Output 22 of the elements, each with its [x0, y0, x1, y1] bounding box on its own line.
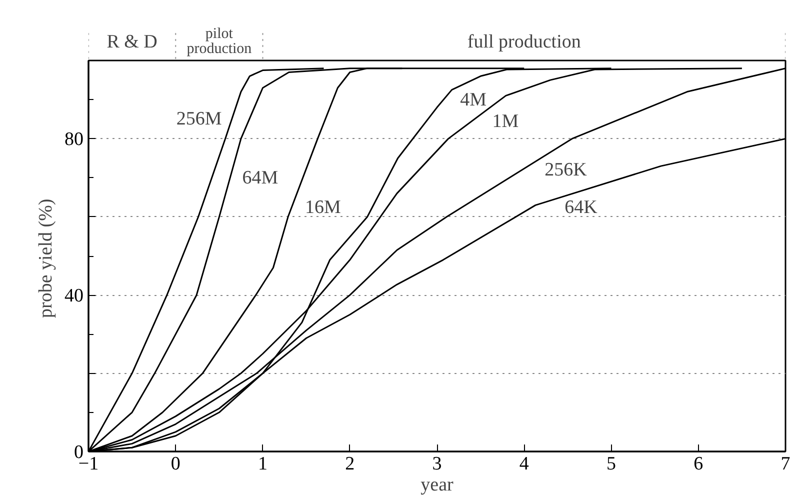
annotation: 64M	[242, 167, 278, 188]
x-tick-label: 0	[170, 454, 180, 474]
x-tick-label: 2	[345, 454, 355, 474]
text: full production	[467, 31, 582, 52]
x-tick-label: 4	[519, 454, 530, 474]
x-tick-label: 7	[780, 454, 790, 474]
x-tick-label: 6	[694, 454, 704, 474]
annotation: 64K	[564, 196, 598, 218]
x-tick-label: 5	[606, 454, 616, 474]
annotation: 16M	[304, 196, 341, 218]
x-tick-label: 1	[258, 454, 268, 474]
y-tick-label: 40	[64, 286, 84, 307]
y-axis-title: probe yield (%)	[36, 198, 56, 318]
annotation: 256K	[544, 160, 588, 181]
x-axis-title: year	[420, 474, 454, 496]
annotation: 1M	[492, 110, 519, 132]
annotation: 256M	[176, 108, 222, 130]
text: pilot production	[186, 26, 252, 58]
x-tick-label: 3	[432, 454, 442, 474]
y-tick-label: 80	[64, 129, 84, 150]
text: R & D	[106, 31, 158, 52]
annotation: 4M	[460, 89, 487, 110]
